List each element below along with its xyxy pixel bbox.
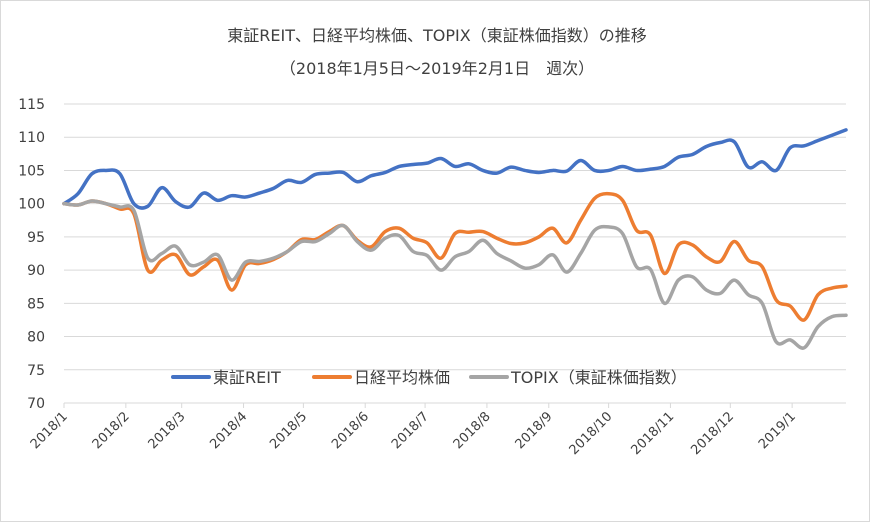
x-tick-label: 2018/11 [628, 409, 677, 458]
y-tick-label: 95 [27, 230, 45, 246]
y-tick-label: 70 [27, 396, 45, 412]
x-tick-label: 2018/5 [267, 409, 310, 452]
x-tick-label: 2018/9 [513, 409, 556, 452]
chart-title: 東証REIT、日経平均株価、TOPIX（東証株価指数）の推移 [227, 26, 646, 45]
legend-label: 日経平均株価 [354, 368, 450, 387]
x-tick-label: 2018/8 [451, 409, 494, 452]
y-tick-label: 85 [27, 296, 45, 312]
x-tick-label: 2018/6 [329, 409, 372, 452]
x-tick-label: 2018/7 [389, 409, 432, 452]
series-line-1 [62, 191, 848, 322]
legend-label: TOPIX（東証株価指数） [510, 368, 687, 387]
y-tick-label: 110 [18, 130, 45, 146]
y-tick-label: 80 [27, 330, 45, 346]
x-tick-label: 2018/12 [688, 409, 737, 458]
legend-label: 東証REIT [213, 368, 281, 387]
y-tick-label: 90 [27, 263, 45, 279]
y-tick-label: 75 [27, 363, 45, 379]
x-tick-label: 2018/10 [567, 409, 616, 458]
x-tick-label: 2018/4 [207, 409, 250, 452]
series-line-0 [62, 128, 848, 210]
chart-subtitle: （2018年1月5日～2019年2月1日 週次） [280, 59, 594, 78]
x-tick-label: 2018/1 [28, 409, 71, 452]
y-tick-label: 105 [18, 163, 45, 179]
x-tick-label: 2018/3 [146, 409, 189, 452]
series-line-2 [62, 199, 848, 350]
y-tick-label: 100 [18, 197, 45, 213]
legend: 東証REIT 日経平均株価 TOPIX（東証株価指数） [171, 368, 687, 387]
y-tick-label: 115 [18, 97, 45, 113]
x-tick-label: 2019/1 [756, 409, 799, 452]
x-tick-label: 2018/2 [90, 409, 133, 452]
